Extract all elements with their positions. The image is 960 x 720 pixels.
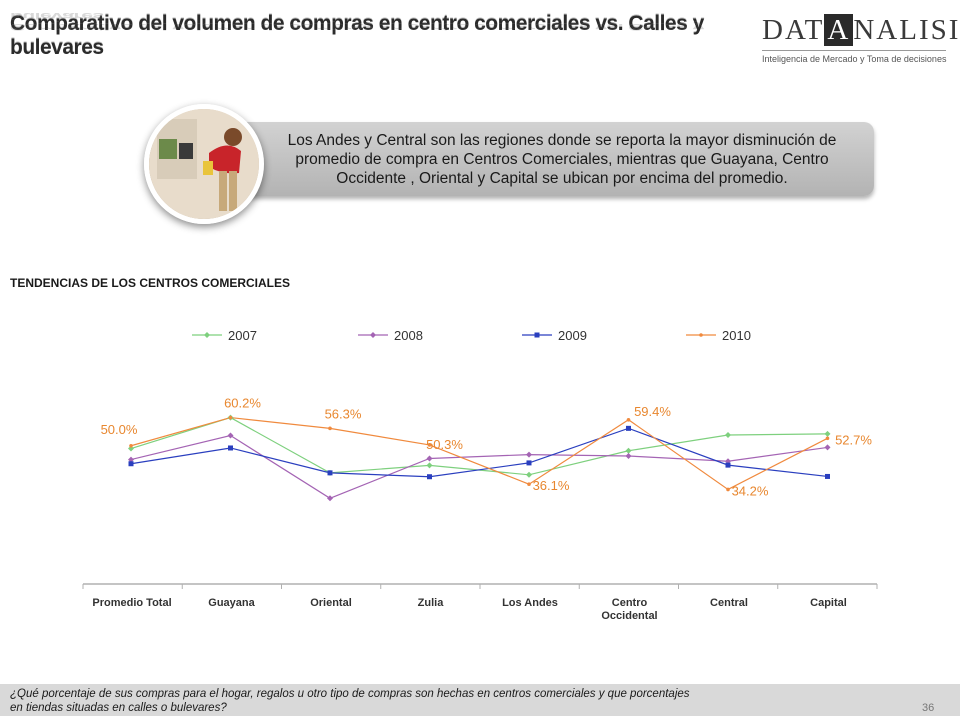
survey-question: ¿Qué porcentaje de sus compras para el h… [10,687,810,715]
x-tick-label: Central [710,597,748,609]
point-2007-5 [625,447,632,454]
point-2007-4 [526,471,532,478]
point-2010-5 [626,417,631,422]
series-line-2010 [130,416,828,491]
x-tick-label: Guayana [208,597,255,609]
point-2008-1 [227,432,234,439]
page-number: 36 [922,702,935,714]
x-tick-label: Zulia [418,597,445,609]
point-2009-3 [427,474,432,480]
data-label-2010-6: 34.2% [732,483,769,498]
x-tick-label: Centro [612,597,648,609]
point-2009-6 [725,462,731,468]
x-tick-label: Los Andes [502,597,558,609]
point-2009-1 [228,445,233,451]
x-tick-label: Promedio Total [92,597,171,609]
data-label-2010-4: 36.1% [533,478,570,493]
series-line-2007 [130,416,828,476]
point-2008-3 [426,455,433,462]
data-label-2010-1: 60.2% [224,396,261,411]
survey-question-line-2: en tiendas situadas en calles o bulevare… [10,702,227,714]
data-label-2010-5: 59.4% [634,404,671,419]
x-tick-label: Oriental [310,597,352,609]
legend-marker-2007 [204,332,210,338]
legend-label-2010: 2010 [722,328,751,343]
legend-marker-2010 [699,333,703,337]
shopper-photo [144,104,264,224]
point-2010-2 [328,426,332,431]
line-chart: Promedio Total Guayana Oriental Zulia Los An… [82,328,878,622]
slide-title: Comparativo del volumen de compras en ce… [10,11,730,60]
callout-box [196,122,874,196]
section-title: TENDENCIAS DE LOS CENTROS COMERCIALES [10,276,291,290]
legend-label-2009: 2009 [558,328,587,343]
point-2010-1 [228,415,233,420]
point-2007-0 [128,445,134,452]
point-2008-6 [725,458,731,465]
logo-wordmark: DATANALISIS [762,14,960,46]
point-2009-5 [626,425,631,431]
point-2007-7 [824,430,831,437]
datanalisis-logo: DATANALISIS Inteligencia de Mercado y To… [762,14,960,64]
logo-tagline: Inteligencia de Mercado y Toma de decisi… [762,54,947,64]
data-label-2010-7: 52.7% [835,432,872,447]
point-2007-3 [426,462,433,469]
point-2008-2 [327,495,333,502]
legend-marker-2009 [534,332,540,338]
point-2009-0 [128,461,134,467]
legend-label-2008: 2008 [394,328,423,343]
x-tick-label: Capital [810,597,847,609]
point-2009-7 [825,473,830,479]
point-2010-0 [129,443,133,448]
x-tick-label: Occidental [601,610,657,622]
survey-question-line-1: ¿Qué porcentaje de sus compras para el h… [10,688,690,700]
point-2008-4 [526,451,532,458]
point-2009-4 [526,460,532,466]
legend-label-2007: 2007 [228,328,257,343]
point-2007-6 [725,431,731,438]
point-2008-0 [128,456,134,463]
point-2010-4 [527,482,531,486]
point-2010-3 [427,443,432,447]
footer-bar [0,684,960,716]
legend-marker-2008 [370,332,376,338]
data-label-2010-3: 50.3% [426,437,463,452]
logo-divider [762,50,946,51]
data-label-2010-0: 50.0% [101,422,138,437]
series-line-2009 [130,427,828,478]
callout-text: Los Andes y Central son las regiones don… [287,132,837,187]
data-label-2010-2: 56.3% [325,406,362,421]
point-2008-7 [824,444,831,451]
point-2010-7 [825,436,830,441]
point-2009-2 [327,470,333,476]
series-line-2008 [130,434,828,499]
point-2010-6 [726,487,730,492]
point-2008-5 [625,452,632,459]
